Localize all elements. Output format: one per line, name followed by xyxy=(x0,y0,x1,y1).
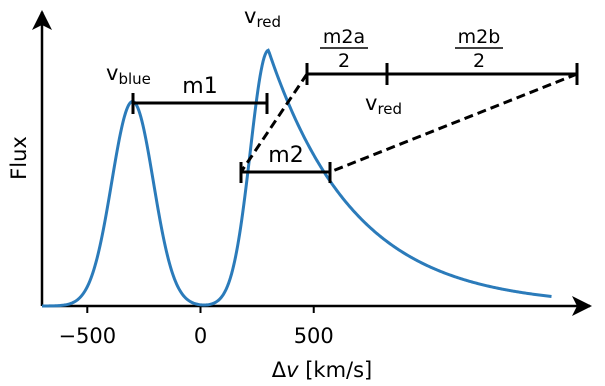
v-blue-label: vblue xyxy=(106,61,151,88)
x-axis-label: Δv [km/s] xyxy=(272,358,373,382)
m2b-half-fraction: m2b 2 xyxy=(455,26,503,72)
v-blue-base: v xyxy=(106,61,118,85)
x-tick-label: −500 xyxy=(58,324,116,348)
v-blue-subscript: blue xyxy=(118,70,150,88)
x-axis-label-prefix: Δ xyxy=(272,358,287,382)
m2b-denominator: 2 xyxy=(473,50,485,72)
line-profile-curve xyxy=(42,48,552,308)
m2-label: m2 xyxy=(268,143,303,168)
x-tick-label: 0 xyxy=(194,324,207,348)
v-red-top-label: vred xyxy=(244,4,281,31)
m2b-numerator: m2b xyxy=(458,26,501,48)
v-red-mid-label: vred xyxy=(365,91,402,118)
m1-bracket xyxy=(131,93,269,114)
v-red-top-base: v xyxy=(244,4,256,28)
x-ticks: −500 0 500 xyxy=(58,306,334,348)
m2a-denominator: 2 xyxy=(338,50,350,72)
m2-bracket xyxy=(239,162,332,183)
v-red-top-subscript: red xyxy=(256,13,281,31)
v-red-mid-base: v xyxy=(365,91,377,115)
dashed-connector-left xyxy=(239,73,309,173)
dashed-connector-right xyxy=(329,72,578,174)
x-axis-label-variable: v xyxy=(286,358,299,382)
m1-label: m1 xyxy=(182,74,217,99)
m2a-numerator: m2a xyxy=(323,26,365,48)
m2a-half-fraction: m2a 2 xyxy=(320,26,368,72)
x-tick-label: 500 xyxy=(294,324,334,348)
v-red-mid-subscript: red xyxy=(377,100,402,118)
y-axis-label: Flux xyxy=(7,136,31,180)
x-axis-label-unit: [km/s] xyxy=(299,358,373,382)
